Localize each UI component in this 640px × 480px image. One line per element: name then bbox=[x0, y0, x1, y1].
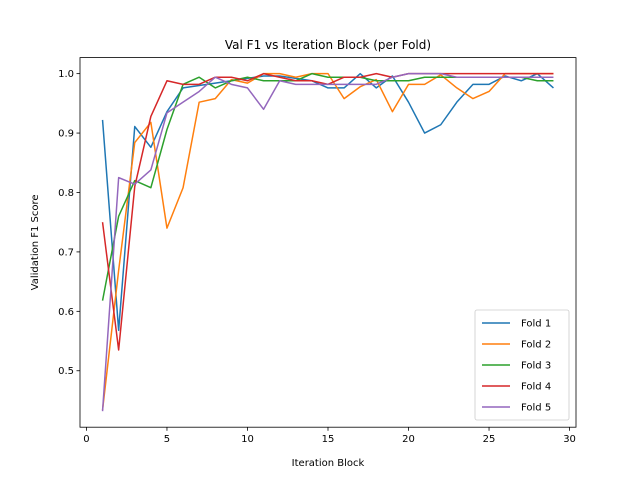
legend-label-fold-3: Fold 3 bbox=[521, 361, 551, 372]
legend-label-fold-4: Fold 4 bbox=[521, 382, 551, 393]
x-tick-label: 0 bbox=[83, 434, 89, 445]
legend-box bbox=[474, 309, 570, 421]
y-tick-label: 0.8 bbox=[58, 188, 74, 199]
legend-label-fold-2: Fold 2 bbox=[521, 340, 551, 351]
series-line-fold-1 bbox=[101, 72, 554, 332]
series-line-fold-5 bbox=[101, 72, 554, 412]
x-tick-label: 10 bbox=[241, 434, 254, 445]
series-lines bbox=[101, 72, 554, 412]
x-tick-label: 5 bbox=[164, 434, 170, 445]
x-tick-label: 30 bbox=[563, 434, 576, 445]
legend-label-fold-5: Fold 5 bbox=[521, 403, 551, 414]
y-tick-label: 0.7 bbox=[58, 247, 74, 258]
x-tick-label: 25 bbox=[483, 434, 496, 445]
y-axis-label: Validation F1 Score bbox=[30, 194, 41, 290]
chart-title: Val F1 vs Iteration Block (per Fold) bbox=[225, 38, 431, 52]
axis-ticks: 0 5 10 15 20 25 30 0.5 0.6 0.7 0.8 0.9 1.0 bbox=[58, 69, 576, 445]
legend: Fold 1 Fold 2 Fold 3 Fold 4 Fold 5 bbox=[474, 309, 570, 421]
y-tick-label: 0.9 bbox=[58, 129, 74, 140]
plot-frame bbox=[79, 57, 577, 428]
y-tick-label: 0.6 bbox=[58, 307, 74, 318]
x-axis-label: Iteration Block bbox=[292, 458, 365, 469]
y-tick-label: 0.5 bbox=[58, 366, 74, 377]
y-tick-label: 1.0 bbox=[58, 69, 74, 80]
x-tick-label: 20 bbox=[402, 434, 415, 445]
legend-label-fold-1: Fold 1 bbox=[521, 319, 551, 330]
x-tick-label: 15 bbox=[322, 434, 335, 445]
series-line-fold-2 bbox=[101, 72, 554, 411]
